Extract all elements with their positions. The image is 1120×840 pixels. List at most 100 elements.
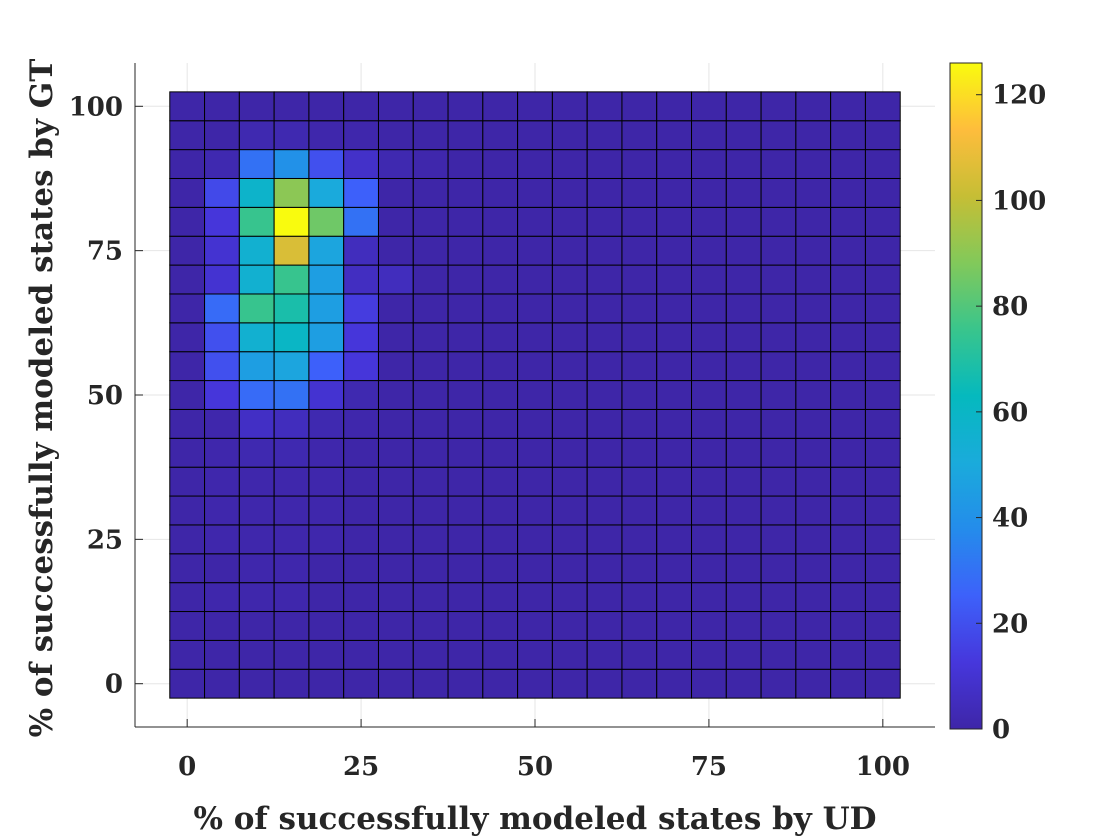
heatmap-cell	[691, 235, 727, 266]
x-tick-label: 100	[856, 752, 910, 782]
heatmap-cell	[760, 149, 797, 179]
heatmap-cell	[204, 408, 240, 439]
heatmap-cell	[308, 380, 345, 410]
heatmap-cell	[169, 408, 206, 439]
heatmap-cell	[551, 351, 588, 382]
heatmap-cell	[795, 91, 832, 122]
heatmap-cell	[586, 177, 623, 208]
heatmap-cell	[656, 206, 693, 237]
heatmap-cell	[760, 206, 797, 237]
heatmap-cell	[308, 177, 345, 208]
heatmap-cell	[830, 91, 866, 122]
heatmap-cell	[412, 437, 449, 468]
heatmap-cell	[377, 235, 414, 266]
heatmap-cell	[864, 322, 901, 353]
heatmap-cell	[204, 206, 240, 237]
heatmap-cell	[691, 408, 727, 439]
heatmap-cell	[551, 322, 588, 353]
heatmap-cell	[760, 235, 797, 266]
heatmap-cell	[725, 91, 762, 122]
heatmap-cell	[586, 91, 623, 122]
heatmap-cell	[343, 495, 379, 526]
heatmap-cell	[447, 466, 484, 497]
heatmap-cell	[482, 408, 519, 439]
heatmap-cell	[343, 582, 379, 613]
heatmap-cell	[586, 437, 623, 468]
heatmap-cell	[482, 149, 519, 179]
heatmap-cell	[725, 177, 762, 208]
heatmap-cell	[517, 437, 553, 468]
heatmap-cell	[760, 466, 797, 497]
heatmap-cell	[238, 235, 275, 266]
heatmap-cell	[343, 149, 379, 179]
heatmap-cell	[238, 264, 275, 295]
heatmap-cell	[343, 668, 379, 699]
heatmap-cell	[621, 177, 658, 208]
heatmap-cell	[273, 380, 310, 410]
heatmap-cell	[725, 206, 762, 237]
x-tick-label: 25	[343, 752, 379, 782]
heatmap-cell	[656, 524, 693, 555]
heatmap-cell	[377, 495, 414, 526]
heatmap-cell	[273, 495, 310, 526]
heatmap-cell	[725, 293, 762, 324]
heatmap-cell	[204, 495, 240, 526]
colorbar-tick-label: 80	[992, 292, 1028, 322]
heatmap-cell	[273, 177, 310, 208]
heatmap-cell	[795, 466, 832, 497]
x-tick-label: 50	[517, 752, 553, 782]
heatmap-cell	[691, 582, 727, 613]
heatmap-cell	[482, 437, 519, 468]
heatmap-cell	[551, 293, 588, 324]
heatmap-cell	[169, 668, 206, 699]
heatmap-cell	[691, 206, 727, 237]
heatmap-cell	[656, 668, 693, 699]
heatmap-cell	[656, 639, 693, 670]
heatmap-cell	[343, 437, 379, 468]
heatmap-cell	[377, 264, 414, 295]
heatmap-cell	[760, 668, 797, 699]
heatmap-cell	[586, 380, 623, 410]
heatmap-cell	[308, 495, 345, 526]
heatmap-cell	[377, 668, 414, 699]
heatmap-cell	[377, 120, 414, 151]
heatmap-cell	[204, 611, 240, 641]
heatmap-cell	[343, 466, 379, 497]
heatmap-cell	[795, 582, 832, 613]
heatmap-cell	[273, 149, 310, 179]
heatmap-cell	[517, 380, 553, 410]
heatmap-cell	[238, 582, 275, 613]
heatmap-cell	[238, 408, 275, 439]
heatmap-cell	[447, 322, 484, 353]
heatmap-cell	[273, 264, 310, 295]
heatmap-cell	[238, 553, 275, 584]
heatmap-cell	[343, 91, 379, 122]
heatmap-cell	[308, 524, 345, 555]
heatmap-cell	[864, 408, 901, 439]
heatmap-cell	[517, 668, 553, 699]
colorbar-tick-label: 20	[992, 609, 1028, 639]
heatmap-cell	[343, 553, 379, 584]
heatmap-cell	[725, 351, 762, 382]
heatmap-cell	[551, 611, 588, 641]
heatmap-cell	[656, 264, 693, 295]
heatmap-cell	[238, 380, 275, 410]
heatmap-cell	[830, 611, 866, 641]
heatmap-cell	[864, 380, 901, 410]
heatmap-cell	[343, 235, 379, 266]
heatmap-cell	[517, 91, 553, 122]
heatmap-cell	[760, 293, 797, 324]
heatmap-cell	[273, 437, 310, 468]
heatmap-cell	[308, 293, 345, 324]
heatmap-cell	[517, 611, 553, 641]
heatmap-cell	[621, 639, 658, 670]
heatmap-cell	[795, 177, 832, 208]
heatmap-cell	[204, 466, 240, 497]
heatmap-cell	[273, 582, 310, 613]
heatmap-cell	[830, 120, 866, 151]
heatmap-cell	[656, 408, 693, 439]
heatmap-cell	[238, 322, 275, 353]
heatmap-cell	[343, 380, 379, 410]
heatmap-cell	[691, 466, 727, 497]
heatmap-cell	[377, 293, 414, 324]
